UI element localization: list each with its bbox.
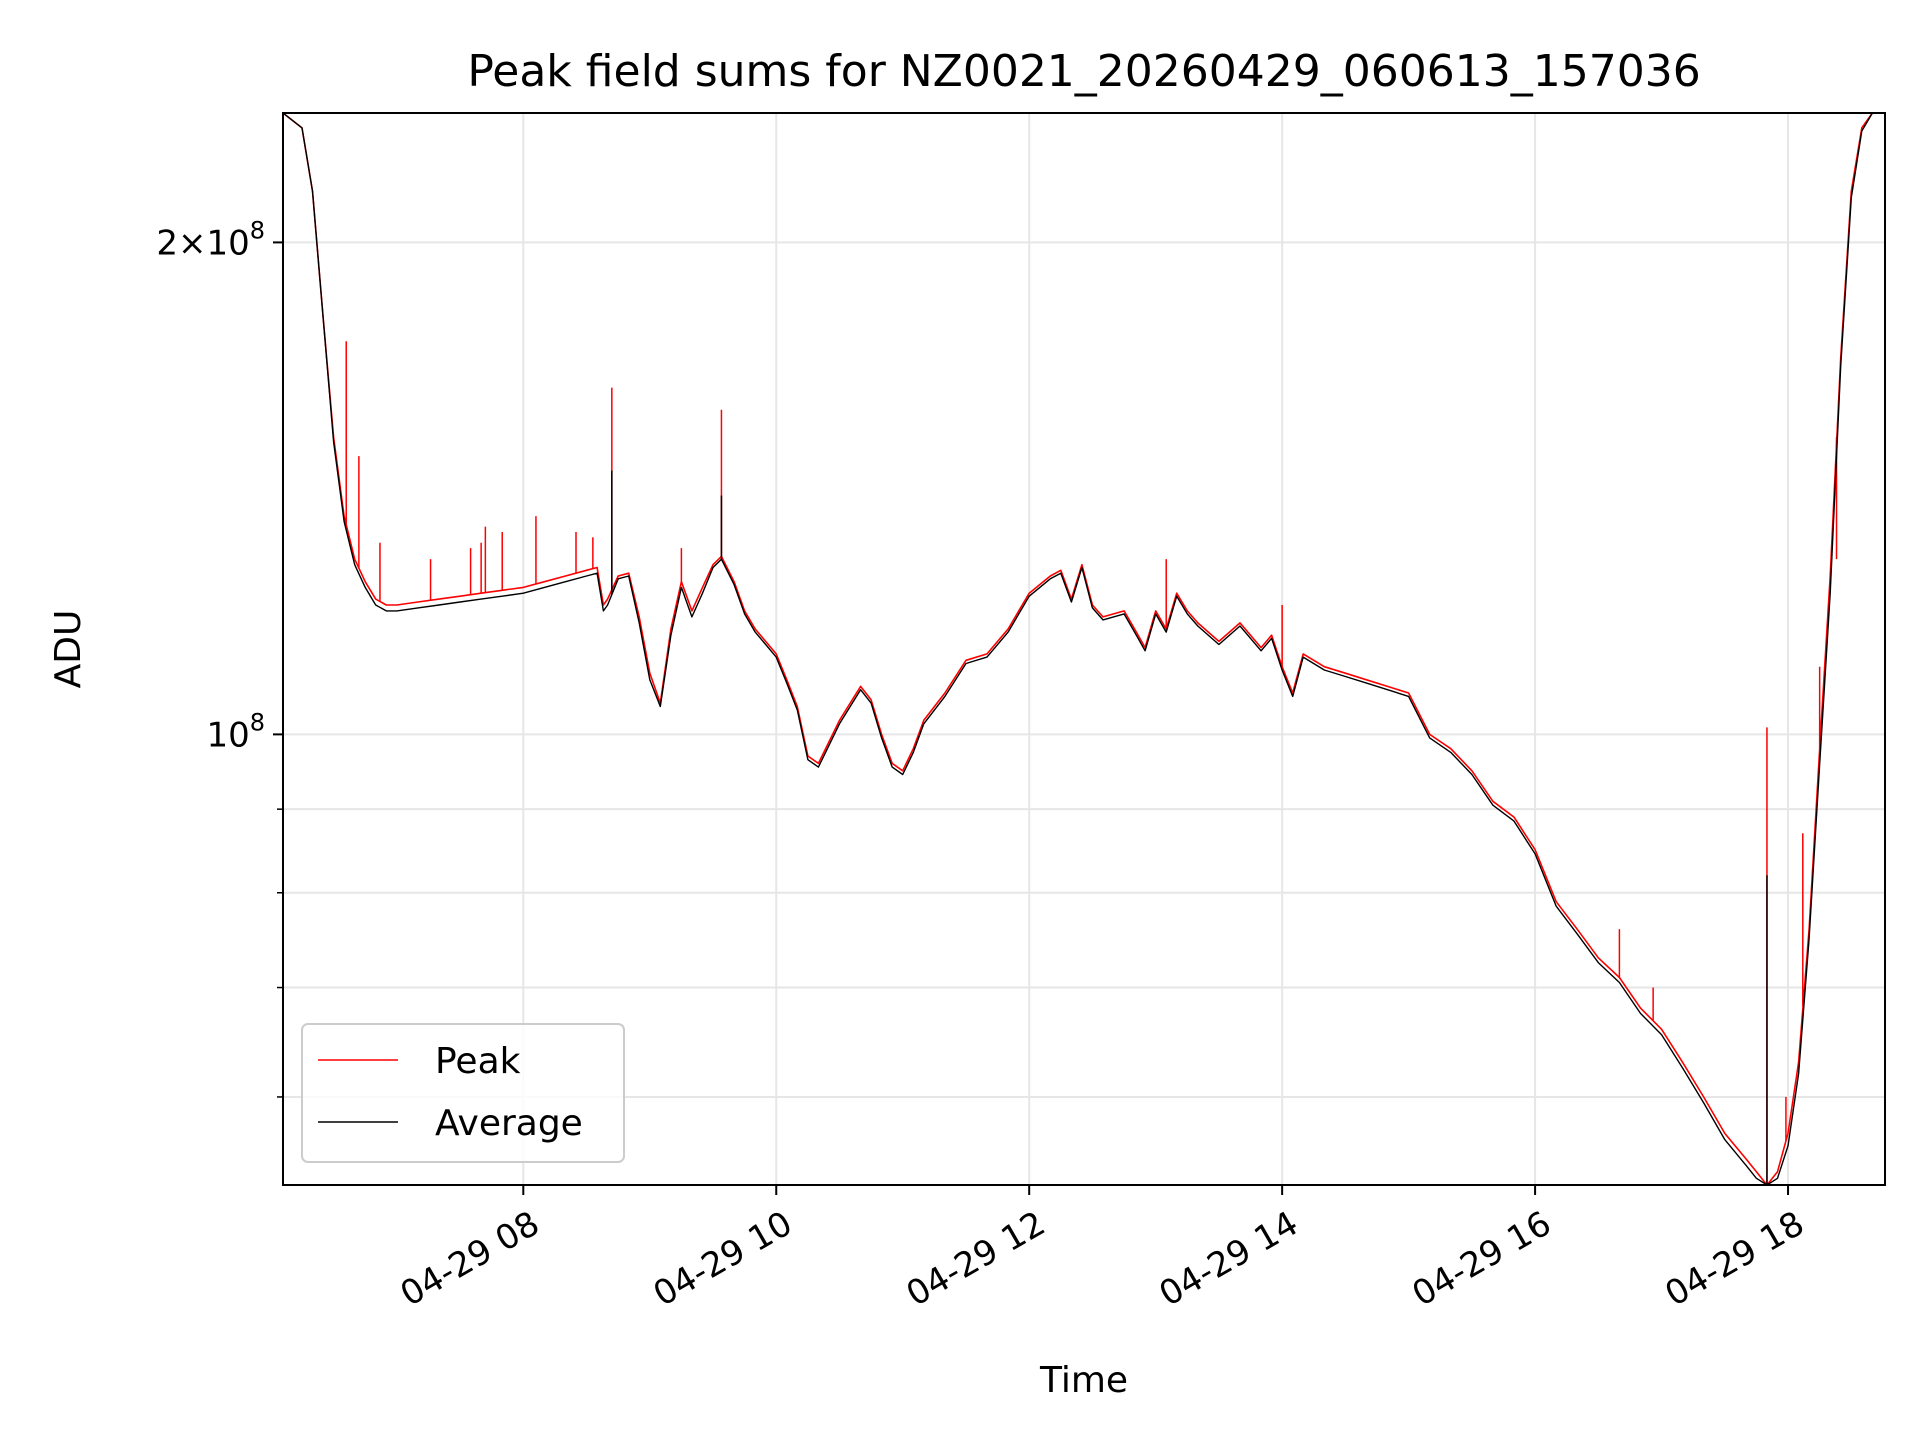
legend: Peak Average [301, 1023, 625, 1163]
y-tick-label: 108 [206, 708, 265, 755]
legend-label-peak: Peak [435, 1041, 521, 1082]
x-axis-label: Time [1039, 1360, 1128, 1401]
series-line-average [283, 113, 1885, 1185]
legend-label-average: Average [435, 1103, 583, 1144]
legend-box [301, 1023, 625, 1163]
grid [283, 113, 1885, 1185]
plot-frame [282, 112, 1886, 1186]
y-axis-label: ADU [48, 610, 89, 689]
series-line-peak [283, 113, 1885, 1185]
plot-area [283, 113, 1885, 1185]
chart-title: Peak field sums for NZ0021_20260429_0606… [467, 46, 1700, 97]
y-tick-label: 2×108 [156, 216, 265, 263]
